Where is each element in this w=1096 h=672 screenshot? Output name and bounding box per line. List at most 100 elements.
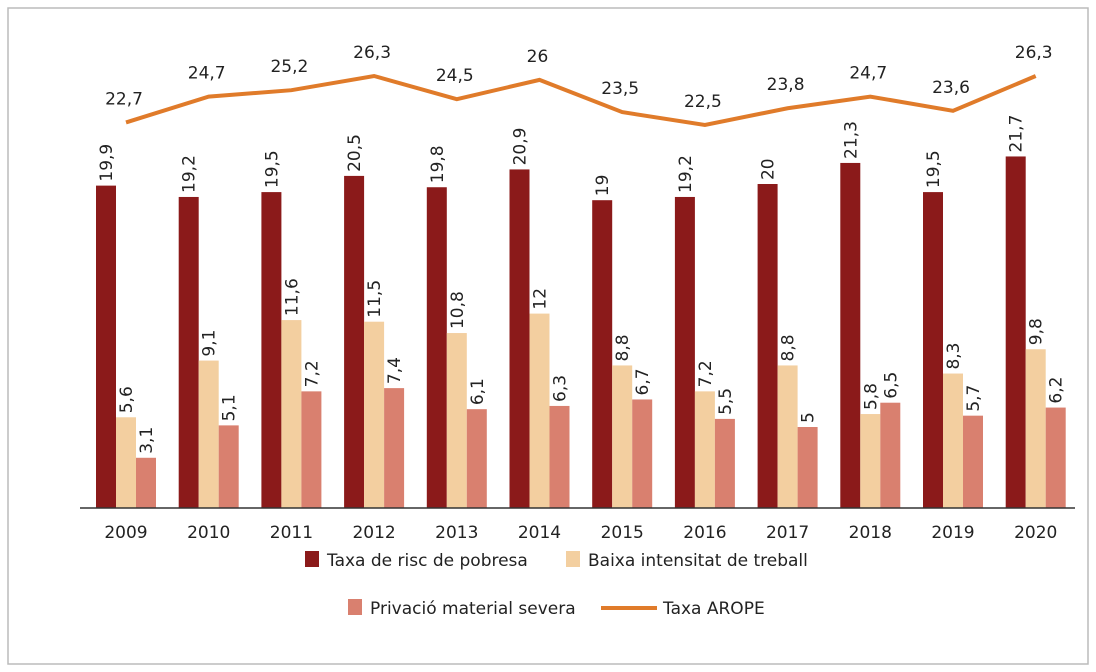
- legend-label: Baixa intensitat de treball: [588, 551, 808, 571]
- data-label: 5,6: [117, 386, 137, 413]
- data-label: 12: [531, 288, 551, 310]
- data-label: 24,7: [188, 64, 226, 84]
- bar: [466, 409, 487, 508]
- line: [125, 73, 1037, 128]
- data-label: 8,8: [779, 334, 799, 361]
- data-label: 23,5: [601, 79, 639, 99]
- bar: [426, 187, 447, 509]
- data-label: 19,9: [97, 144, 117, 182]
- data-label: 8,3: [944, 342, 964, 369]
- x-tick-label: 2009: [104, 523, 147, 543]
- data-label: 5,1: [220, 394, 240, 421]
- bar: [178, 196, 199, 508]
- data-label: 7,4: [385, 357, 405, 384]
- bar: [218, 425, 239, 508]
- bar: [840, 162, 861, 508]
- x-tick-label: 2011: [270, 523, 313, 543]
- bar: [364, 321, 385, 508]
- data-label: 6,3: [551, 375, 571, 402]
- bar: [116, 417, 136, 508]
- x-tick-label: 2019: [931, 523, 974, 543]
- x-tick-label: 2018: [849, 523, 892, 543]
- data-label: 26,3: [1015, 43, 1053, 63]
- bar: [592, 200, 613, 508]
- bar: [344, 175, 365, 508]
- data-label: 20,5: [345, 134, 365, 172]
- data-label: 9,8: [1027, 318, 1047, 345]
- data-label: 6,7: [633, 368, 653, 395]
- bar: [777, 365, 798, 508]
- x-tick-label: 2020: [1014, 523, 1057, 543]
- data-label: 5,8: [861, 383, 881, 410]
- data-label: 24,5: [436, 66, 474, 86]
- bar: [529, 313, 550, 508]
- data-label: 25,2: [270, 57, 308, 77]
- x-tick-label: 2014: [518, 523, 561, 543]
- data-label: 10,8: [448, 291, 468, 329]
- data-label: 19,8: [428, 145, 448, 183]
- data-label: 11,6: [282, 278, 302, 316]
- data-label: 6,2: [1047, 377, 1067, 404]
- data-label: 26: [527, 47, 549, 67]
- data-label: 23,6: [932, 78, 970, 98]
- bar: [198, 360, 219, 508]
- x-tick-label: 2010: [187, 523, 230, 543]
- bar: [943, 373, 963, 508]
- legend-label: Taxa de risc de pobresa: [326, 551, 528, 571]
- legend-swatch: [566, 551, 580, 567]
- data-label: 9,1: [200, 330, 220, 357]
- data-label: 5,5: [716, 388, 736, 415]
- bar: [96, 185, 116, 508]
- bar: [509, 169, 530, 509]
- legend-label: Privació material severa: [370, 599, 576, 619]
- bar: [281, 320, 302, 508]
- x-tick-label: 2016: [683, 523, 726, 543]
- data-label: 21,3: [841, 121, 861, 159]
- bar: [797, 427, 818, 508]
- legend-label: Taxa AROPE: [662, 599, 765, 619]
- data-label: 8,8: [613, 334, 633, 361]
- x-tick-label: 2012: [352, 523, 395, 543]
- data-label: 20: [759, 158, 779, 180]
- bar: [136, 457, 156, 508]
- data-label: 20,9: [511, 128, 531, 166]
- bar: [632, 399, 653, 508]
- bar: [714, 418, 735, 508]
- x-tick-label: 2017: [766, 523, 809, 543]
- bar: [1045, 407, 1066, 508]
- data-label: 5,7: [964, 385, 984, 412]
- legend-swatch: [348, 599, 362, 615]
- data-label: 11,5: [365, 280, 385, 318]
- bar: [1005, 156, 1026, 508]
- data-label: 22,5: [684, 92, 722, 112]
- bar: [694, 391, 715, 508]
- x-tick-label: 2013: [435, 523, 478, 543]
- data-label: 24,7: [849, 64, 887, 84]
- data-label: 19,5: [262, 150, 282, 188]
- bar: [963, 415, 983, 508]
- data-label: 6,1: [468, 378, 488, 405]
- data-label: 19: [593, 175, 613, 197]
- bar: [860, 414, 881, 508]
- x-tick-label: 2015: [601, 523, 644, 543]
- data-label: 21,7: [1007, 115, 1027, 153]
- data-label: 19,2: [676, 155, 696, 193]
- bar: [301, 391, 322, 508]
- bar: [446, 333, 467, 508]
- data-label: 6,5: [881, 372, 901, 399]
- data-label: 26,3: [353, 43, 391, 63]
- data-label: 7,2: [696, 360, 716, 387]
- bar: [261, 192, 282, 508]
- data-label: 22,7: [105, 89, 143, 109]
- data-label: 3,1: [137, 427, 157, 454]
- data-label: 19,5: [924, 150, 944, 188]
- data-label: 7,2: [302, 360, 322, 387]
- bar: [549, 405, 570, 508]
- bar: [1025, 349, 1046, 508]
- legend-swatch: [305, 551, 319, 567]
- data-label: 19,2: [180, 155, 200, 193]
- data-label: 23,8: [767, 75, 805, 95]
- bar: [923, 192, 943, 508]
- bar: [674, 196, 695, 508]
